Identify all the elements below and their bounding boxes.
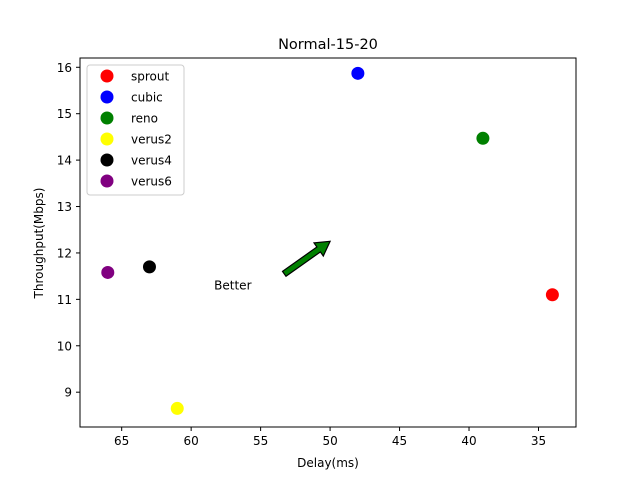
legend-marker-verus6 bbox=[100, 174, 114, 188]
y-tick-label: 11 bbox=[57, 293, 72, 307]
x-axis-label: Delay(ms) bbox=[297, 456, 359, 470]
x-tick-label: 60 bbox=[184, 434, 199, 448]
point-reno bbox=[476, 131, 490, 145]
point-verus6 bbox=[101, 265, 115, 279]
legend-label-cubic: cubic bbox=[131, 91, 163, 105]
x-tick-label: 35 bbox=[531, 434, 546, 448]
data-points bbox=[101, 66, 559, 415]
legend-marker-cubic bbox=[100, 90, 114, 104]
legend: sprout cubic reno verus2 verus4 verus6 bbox=[86, 64, 185, 196]
y-axis-label: Throughput(Mbps) bbox=[32, 188, 46, 300]
chart-title: Normal-15-20 bbox=[278, 37, 378, 53]
legend-label-verus2: verus2 bbox=[131, 133, 172, 147]
legend-label-verus6: verus6 bbox=[131, 175, 172, 189]
point-cubic bbox=[351, 66, 365, 80]
better-label: Better bbox=[214, 278, 251, 292]
y-tick-label: 15 bbox=[57, 107, 72, 121]
legend-marker-sprout bbox=[100, 69, 114, 83]
x-axis: 65 60 55 50 45 40 35 bbox=[114, 427, 546, 448]
y-tick-label: 10 bbox=[57, 339, 72, 353]
x-tick-label: 40 bbox=[461, 434, 476, 448]
x-tick-label: 65 bbox=[114, 434, 129, 448]
legend-label-sprout: sprout bbox=[131, 70, 169, 84]
better-annotation: Better bbox=[214, 240, 332, 292]
point-sprout bbox=[545, 288, 559, 302]
y-tick-label: 13 bbox=[57, 200, 72, 214]
point-verus4 bbox=[142, 260, 156, 274]
point-verus2 bbox=[170, 401, 184, 415]
x-tick-label: 55 bbox=[253, 434, 268, 448]
y-tick-label: 12 bbox=[57, 246, 72, 260]
y-tick-label: 9 bbox=[64, 386, 72, 400]
better-arrow bbox=[281, 240, 332, 278]
legend-marker-reno bbox=[100, 111, 114, 125]
legend-marker-verus4 bbox=[100, 153, 114, 167]
x-tick-label: 45 bbox=[392, 434, 407, 448]
legend-label-reno: reno bbox=[131, 112, 158, 126]
y-tick-label: 16 bbox=[57, 61, 72, 75]
legend-marker-verus2 bbox=[100, 132, 114, 146]
y-tick-label: 14 bbox=[57, 154, 72, 168]
y-axis: 9 10 11 12 13 14 15 16 bbox=[57, 61, 80, 400]
x-tick-label: 50 bbox=[322, 434, 337, 448]
legend-label-verus4: verus4 bbox=[131, 154, 172, 168]
